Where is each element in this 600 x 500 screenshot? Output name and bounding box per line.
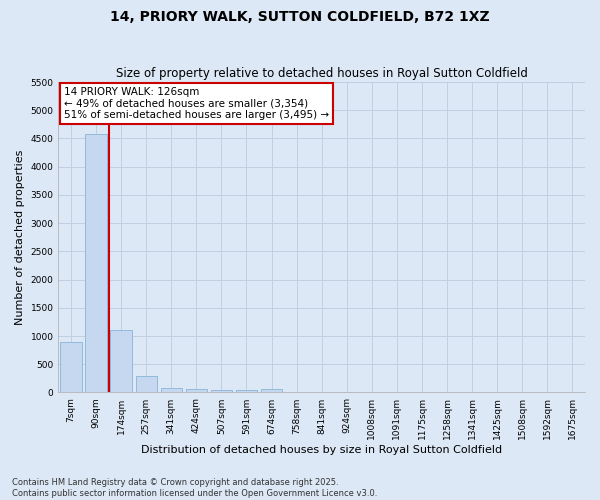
Bar bbox=[110, 330, 132, 392]
Y-axis label: Number of detached properties: Number of detached properties bbox=[15, 150, 25, 325]
Bar bbox=[211, 390, 232, 392]
Title: Size of property relative to detached houses in Royal Sutton Coldfield: Size of property relative to detached ho… bbox=[116, 66, 527, 80]
Bar bbox=[236, 390, 257, 392]
Text: 14, PRIORY WALK, SUTTON COLDFIELD, B72 1XZ: 14, PRIORY WALK, SUTTON COLDFIELD, B72 1… bbox=[110, 10, 490, 24]
Bar bbox=[161, 388, 182, 392]
Text: 14 PRIORY WALK: 126sqm
← 49% of detached houses are smaller (3,354)
51% of semi-: 14 PRIORY WALK: 126sqm ← 49% of detached… bbox=[64, 86, 329, 120]
Text: Contains HM Land Registry data © Crown copyright and database right 2025.
Contai: Contains HM Land Registry data © Crown c… bbox=[12, 478, 377, 498]
Bar bbox=[136, 376, 157, 392]
X-axis label: Distribution of detached houses by size in Royal Sutton Coldfield: Distribution of detached houses by size … bbox=[141, 445, 502, 455]
Bar bbox=[261, 390, 282, 392]
Bar bbox=[60, 342, 82, 392]
Bar bbox=[85, 134, 107, 392]
Bar bbox=[185, 390, 207, 392]
